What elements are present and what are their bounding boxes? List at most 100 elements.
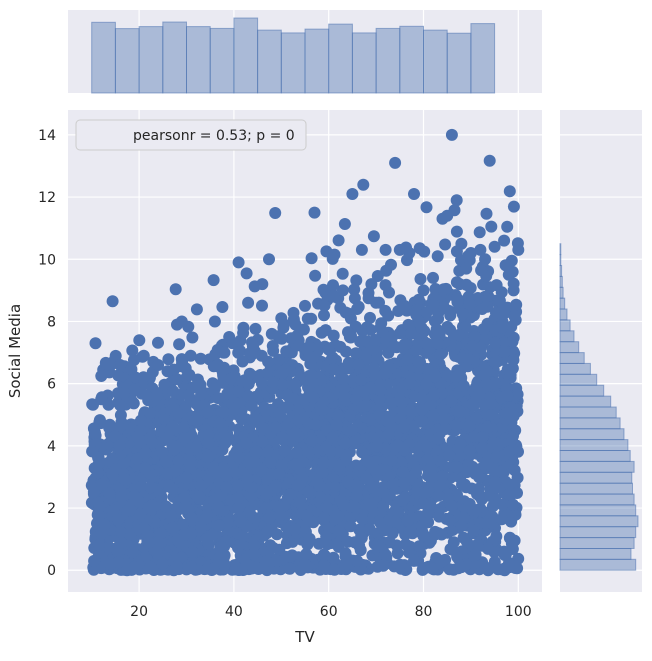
scatter-point bbox=[216, 366, 229, 378]
scatter-point bbox=[463, 420, 476, 433]
scatter-point bbox=[324, 445, 337, 458]
scatter-point bbox=[118, 456, 131, 469]
scatter-point bbox=[193, 490, 206, 503]
scatter-point bbox=[224, 372, 237, 385]
scatter-point bbox=[471, 538, 484, 551]
scatter-point bbox=[468, 330, 481, 343]
scatter-point bbox=[289, 378, 301, 391]
scatter-point bbox=[408, 188, 420, 200]
scatter-point bbox=[474, 341, 487, 354]
scatter-point bbox=[158, 378, 171, 391]
scatter-point bbox=[166, 522, 179, 535]
scatter-point bbox=[176, 518, 189, 531]
scatter-point bbox=[398, 421, 410, 434]
scatter-point bbox=[450, 194, 463, 207]
scatter-point bbox=[464, 282, 477, 294]
histogram-bar bbox=[559, 428, 625, 441]
scatter-point bbox=[191, 414, 204, 427]
scatter-point bbox=[489, 481, 502, 494]
scatter-point bbox=[341, 475, 354, 488]
scatter-point bbox=[449, 419, 462, 432]
scatter-point bbox=[278, 444, 291, 457]
scatter-point bbox=[173, 338, 186, 351]
scatter-point bbox=[451, 550, 464, 563]
scatter-point bbox=[327, 363, 340, 376]
scatter-point bbox=[405, 471, 418, 483]
scatter-point bbox=[356, 324, 369, 337]
histogram-bar bbox=[559, 265, 563, 277]
scatter-point bbox=[216, 301, 229, 313]
scatter-point bbox=[180, 472, 193, 485]
scatter-point bbox=[401, 514, 414, 527]
scatter-point bbox=[428, 389, 440, 402]
scatter-point bbox=[237, 321, 250, 334]
scatter-point bbox=[318, 548, 330, 561]
scatter-point bbox=[317, 456, 330, 469]
scatter-point bbox=[488, 240, 501, 253]
scatter-point bbox=[305, 369, 318, 382]
scatter-point bbox=[507, 498, 519, 511]
scatter-point bbox=[401, 353, 414, 366]
histogram-bar bbox=[559, 297, 566, 310]
scatter-point bbox=[443, 563, 456, 576]
scatter-point bbox=[168, 443, 180, 456]
scatter-point bbox=[299, 558, 311, 570]
scatter-point bbox=[403, 377, 416, 390]
scatter-point bbox=[217, 406, 230, 419]
x-tick-label: 80 bbox=[415, 604, 433, 620]
scatter-point bbox=[486, 500, 499, 513]
scatter-point bbox=[93, 539, 106, 551]
scatter-point bbox=[359, 348, 372, 361]
scatter-point bbox=[201, 451, 214, 463]
scatter-point bbox=[115, 536, 128, 549]
scatter-point bbox=[482, 542, 494, 555]
scatter-point bbox=[266, 376, 279, 389]
scatter-point bbox=[478, 398, 491, 411]
histogram-bar bbox=[559, 526, 637, 539]
scatter-point bbox=[333, 524, 346, 537]
scatter-point bbox=[184, 349, 197, 362]
scatter-point bbox=[273, 467, 285, 480]
scatter-point bbox=[93, 509, 106, 522]
scatter-point bbox=[450, 225, 463, 238]
histogram-bar bbox=[162, 21, 188, 94]
scatter-point bbox=[455, 561, 468, 574]
scatter-point bbox=[93, 500, 106, 513]
scatter-point bbox=[385, 454, 398, 467]
scatter-point bbox=[250, 445, 263, 458]
histogram-bar bbox=[559, 417, 621, 430]
scatter-point bbox=[349, 347, 362, 360]
scatter-point bbox=[391, 547, 404, 560]
scatter-point bbox=[503, 445, 516, 458]
scatter-point bbox=[241, 473, 254, 485]
scatter-point bbox=[384, 397, 397, 410]
scatter-point bbox=[145, 499, 158, 512]
scatter-point bbox=[126, 344, 139, 357]
scatter-point bbox=[337, 373, 350, 386]
scatter-point bbox=[495, 513, 508, 526]
scatter-point bbox=[420, 201, 433, 214]
scatter-point bbox=[128, 354, 140, 366]
scatter-point bbox=[115, 491, 128, 504]
y-axis-label: Social Media bbox=[6, 304, 24, 398]
scatter-point bbox=[480, 207, 493, 220]
scatter-point bbox=[374, 384, 387, 397]
scatter-point bbox=[451, 296, 464, 308]
scatter-point bbox=[511, 487, 523, 499]
histogram-bar bbox=[280, 32, 306, 94]
scatter-point bbox=[445, 500, 458, 512]
scatter-point bbox=[481, 421, 494, 434]
legend-box bbox=[75, 119, 307, 151]
scatter-point bbox=[104, 558, 117, 570]
scatter-point bbox=[463, 297, 476, 310]
scatter-point bbox=[256, 562, 269, 574]
scatter-point bbox=[137, 371, 150, 384]
scatter-point bbox=[367, 230, 380, 243]
scatter-point bbox=[450, 276, 463, 289]
histogram-bar bbox=[559, 471, 633, 484]
scatter-point bbox=[169, 283, 182, 296]
scatter-point bbox=[95, 370, 108, 382]
scatter-point bbox=[315, 326, 328, 339]
scatter-point bbox=[92, 466, 104, 479]
scatter-point bbox=[272, 353, 285, 366]
